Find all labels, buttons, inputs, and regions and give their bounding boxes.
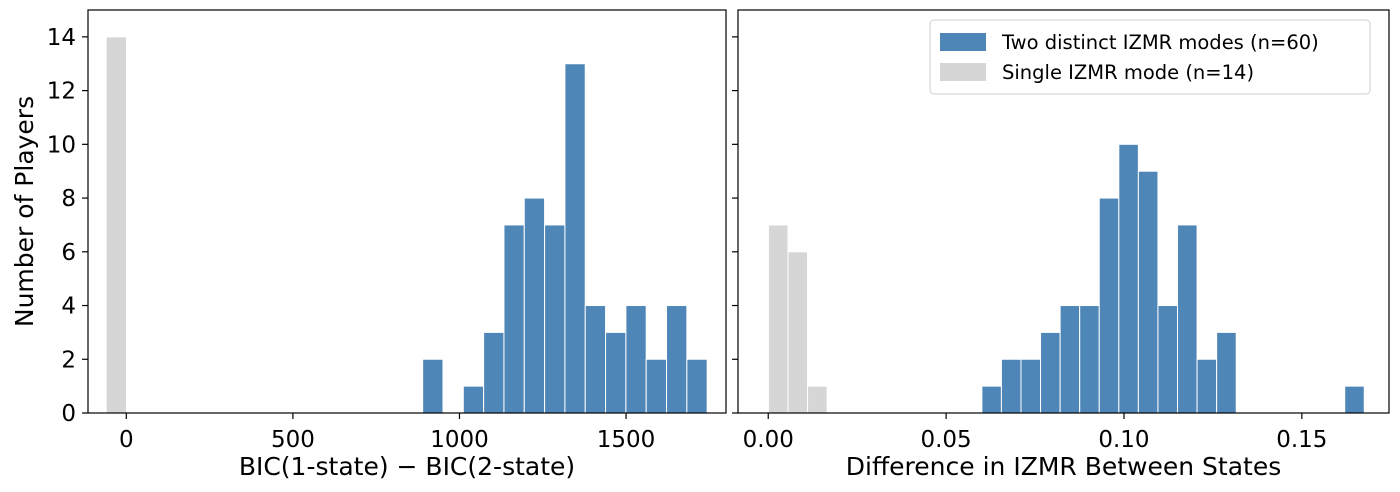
x-axis-label: BIC(1-state) − BIC(2-state): [239, 452, 575, 481]
legend-label: Two distinct IZMR modes (n=60): [1001, 31, 1319, 54]
plot-frame: [737, 9, 1390, 414]
bar: [767, 224, 789, 414]
bar: [605, 331, 627, 414]
bar: [1020, 358, 1042, 414]
bar: [1079, 305, 1100, 414]
x-tick-label: 0.00: [743, 427, 794, 453]
legend-swatch: [940, 33, 986, 51]
bar: [787, 251, 809, 414]
bar: [981, 385, 1002, 414]
bar: [1040, 331, 1061, 414]
x-tick-label: 0: [119, 427, 134, 453]
y-tick-label: 10: [47, 132, 76, 158]
bar: [666, 305, 688, 414]
x-tick-label: 1000: [430, 427, 489, 453]
y-tick-label: 12: [47, 79, 76, 105]
y-tick-label: 2: [61, 347, 76, 373]
bar: [462, 385, 485, 414]
bar: [1098, 197, 1120, 414]
y-tick-label: 8: [61, 186, 76, 212]
plot-frame: [87, 9, 727, 414]
y-tick-label: 6: [61, 240, 76, 266]
x-tick-label: 0.10: [1098, 427, 1149, 453]
bar: [105, 36, 127, 414]
bar: [1000, 358, 1022, 414]
bar: [1118, 143, 1139, 414]
bar: [807, 385, 828, 414]
bar: [1196, 358, 1218, 414]
bar: [503, 224, 525, 414]
bar: [686, 358, 708, 414]
bar: [1137, 170, 1159, 414]
bar: [523, 197, 546, 414]
legend-label: Single IZMR mode (n=14): [1002, 61, 1254, 84]
x-tick-label: 500: [271, 427, 315, 453]
x-tick-label: 0.15: [1276, 427, 1327, 453]
bar: [1157, 305, 1179, 414]
bar: [544, 224, 566, 414]
legend-box: [929, 19, 1371, 95]
y-tick-label: 0: [61, 401, 76, 427]
left-panel: 0 500 1000 1500 0 2 4 6 8 10 12 14 BIC(1-state) − BI…: [10, 9, 727, 481]
bar: [1216, 331, 1237, 414]
bar: [1059, 305, 1081, 414]
bar: [584, 305, 607, 414]
y-tick-label: 14: [47, 25, 76, 51]
bar: [1344, 385, 1365, 414]
bar: [645, 358, 668, 414]
bar: [483, 331, 505, 414]
x-tick-label: 0.05: [920, 427, 971, 453]
bar: [564, 63, 586, 414]
bar: [625, 305, 647, 414]
bar: [422, 358, 444, 414]
x-axis-label: Difference in IZMR Between States: [846, 452, 1282, 481]
legend: Two distinct IZMR modes (n=60) Single IZM…: [929, 19, 1371, 95]
legend-swatch: [940, 63, 986, 81]
y-tick-label: 4: [61, 294, 76, 320]
bar: [1177, 224, 1198, 414]
x-tick-label: 1500: [597, 427, 656, 453]
y-axis-label: Number of Players: [10, 96, 39, 327]
